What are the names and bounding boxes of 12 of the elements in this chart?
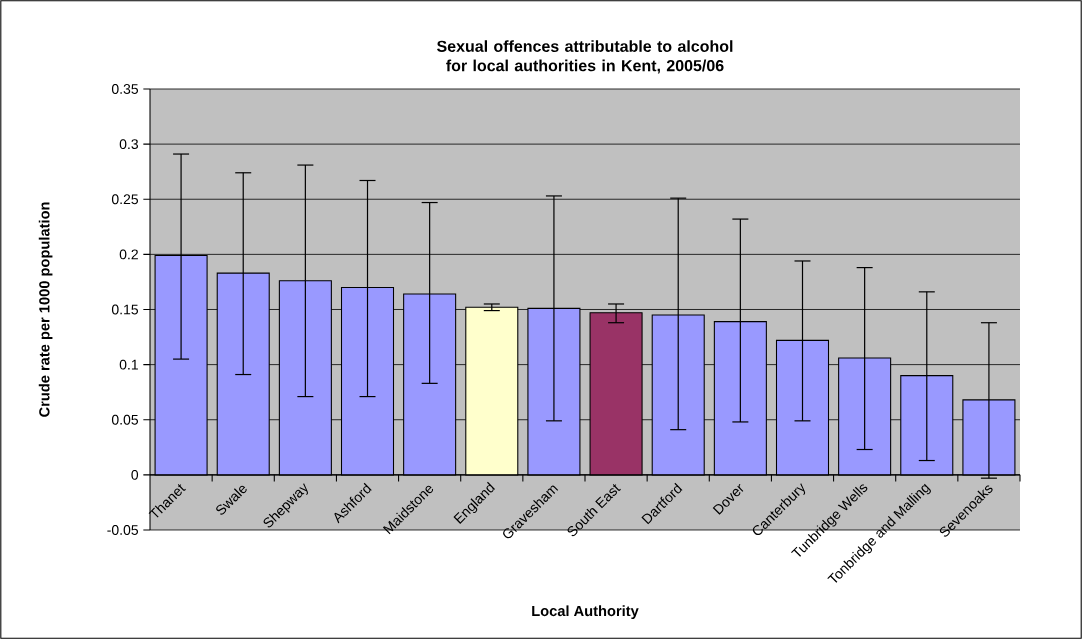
y-tick-label: 0.15 bbox=[111, 304, 139, 315]
x-axis-title: Local Authority bbox=[532, 605, 639, 620]
y-tick-label: 0.25 bbox=[111, 194, 139, 205]
y-tick-label: 0.2 bbox=[119, 249, 138, 260]
y-axis-title: Crude rate per 1000 population bbox=[38, 202, 53, 417]
y-tick-label: 0.1 bbox=[119, 359, 138, 370]
chart-title: Sexual offences attributable to alcohol for local authorities in Kent, 2005/06 bbox=[437, 40, 733, 74]
y-tick-label: 0 bbox=[131, 469, 139, 480]
y-tick-label: 0.35 bbox=[111, 84, 139, 94]
y-tick-label: -0.05 bbox=[107, 525, 139, 535]
y-tick-label: 0.3 bbox=[119, 139, 139, 150]
y-tick-label: 0.05 bbox=[111, 414, 139, 425]
